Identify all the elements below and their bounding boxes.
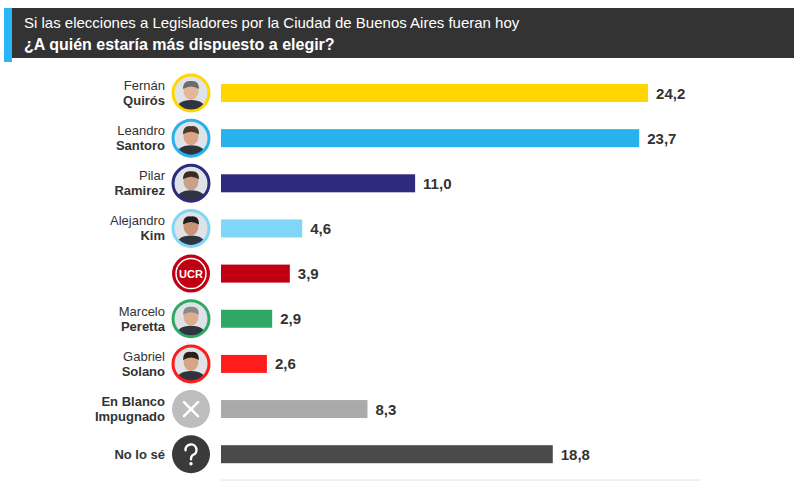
- bar: [221, 400, 367, 418]
- bar: [221, 355, 267, 373]
- category-label: No lo sé: [114, 447, 165, 462]
- icon-bg: [172, 435, 210, 473]
- x-axis-line: [221, 480, 701, 481]
- bar: [221, 310, 272, 328]
- avatar-hair: [183, 216, 199, 224]
- avatar-hair: [183, 171, 199, 179]
- icon: [173, 75, 209, 113]
- bar: [221, 129, 639, 147]
- subtitle: ¿A quién estaría más dispuesto a elegir?: [24, 36, 335, 53]
- category-line: Marcelo: [119, 304, 165, 319]
- icon: [172, 435, 210, 473]
- data-label: 3,9: [298, 265, 319, 282]
- avatar-hair: [183, 126, 199, 134]
- bar: [221, 84, 648, 102]
- icon-bg: [172, 390, 210, 428]
- category-label: UCR: [179, 268, 203, 280]
- avatar-ring: [173, 165, 209, 201]
- chart: Si las elecciones a Legisladores por la …: [0, 0, 800, 488]
- category-label: LeandroSantoro: [116, 123, 165, 153]
- data-label: 2,6: [275, 355, 296, 372]
- bar: [221, 445, 553, 463]
- icon-question-dot: [189, 462, 192, 465]
- category-line: Solano: [122, 364, 165, 379]
- bar: [221, 265, 290, 283]
- category-line: Impugnado: [95, 409, 165, 424]
- icon: [173, 301, 209, 339]
- category-line: Santoro: [116, 138, 165, 153]
- category-label: En BlancoImpugnado: [95, 394, 165, 424]
- icon: [173, 346, 209, 384]
- avatar-ring: [173, 301, 209, 337]
- category-label: MarceloPeretta: [119, 304, 166, 334]
- category-line: Peretta: [121, 319, 166, 334]
- category-line: Quirós: [123, 93, 165, 108]
- bar: [221, 219, 302, 237]
- logo-ring: [176, 259, 206, 289]
- category-line: Gabriel: [123, 349, 165, 364]
- category-line: Ramirez: [114, 183, 165, 198]
- data-label: 2,9: [280, 310, 301, 327]
- header-accent: [4, 8, 12, 62]
- category-label: GabrielSolano: [122, 349, 165, 379]
- icon-x: [184, 402, 198, 416]
- avatar-ring: [173, 75, 209, 111]
- icon: [172, 390, 210, 428]
- title: Si las elecciones a Legisladores por la …: [24, 14, 520, 31]
- icon: [173, 120, 209, 158]
- icon: [173, 165, 209, 203]
- bar: [221, 174, 415, 192]
- category-line: No lo sé: [114, 447, 165, 462]
- data-label: 8,3: [375, 401, 396, 418]
- data-label: 23,7: [647, 130, 676, 147]
- data-label: 4,6: [310, 220, 331, 237]
- category-label: PilarRamirez: [114, 168, 165, 198]
- data-label: 24,2: [656, 85, 685, 102]
- category-line: En Blanco: [101, 394, 165, 409]
- icon-x: [184, 402, 198, 416]
- category-line: Pilar: [139, 168, 166, 183]
- header-band: [10, 8, 794, 58]
- category-label: AlejandroKim: [110, 213, 165, 243]
- category-line: Kim: [140, 228, 165, 243]
- avatar-ring: [173, 120, 209, 156]
- avatar-hair: [183, 307, 199, 315]
- icon: [172, 255, 210, 293]
- icon-question: [185, 444, 196, 459]
- category-line: Leandro: [117, 123, 165, 138]
- avatar-ring: [173, 346, 209, 382]
- avatar-hair: [183, 352, 199, 360]
- data-label: 18,8: [561, 446, 590, 463]
- icon: [173, 210, 209, 248]
- category-line: Alejandro: [110, 213, 165, 228]
- logo-bg: [172, 255, 210, 293]
- data-label: 11,0: [423, 175, 451, 192]
- category-label: FernánQuirós: [123, 78, 165, 108]
- category-line: Fernán: [124, 78, 165, 93]
- avatar-hair: [183, 81, 199, 89]
- avatar-ring: [173, 210, 209, 246]
- bars: [221, 84, 648, 463]
